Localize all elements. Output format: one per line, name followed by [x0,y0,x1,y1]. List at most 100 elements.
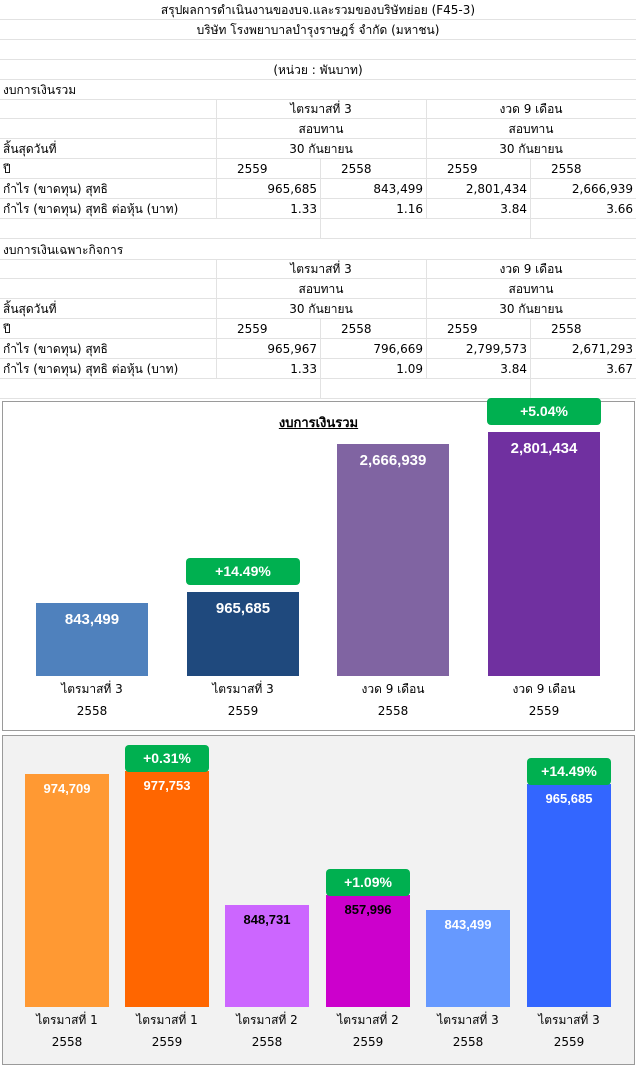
unit-label: (หน่วย : พันบาท) [273,63,363,77]
bar [225,904,309,1007]
audit-status: สอบทาน [298,282,344,296]
value-cell: 2,666,939 [571,182,633,196]
year-cell: 2558 [551,162,582,176]
period-header: งวด 9 เดือน [499,262,563,276]
grid-line [530,159,531,239]
value-cell: 1.09 [396,362,423,376]
bar [125,771,209,1007]
grid-line [216,99,217,219]
consolidated-chart: งบการเงินรวม 843,499 ไตรมาสที่ 3 2558 965,6… [2,398,635,731]
bar [326,895,410,1007]
x-tick-label: ไตรมาสที่ 1 [136,1013,198,1027]
value-cell: 3.84 [500,202,527,216]
grid-line [426,99,427,219]
x-tick-label: งวด 9 เดือน [361,682,425,696]
x-tick-label: 2559 [553,1035,585,1049]
x-tick-label: 2558 [377,704,409,718]
bar [488,432,600,676]
end-date: 30 กันยายน [499,142,563,156]
x-tick-label: ไตรมาสที่ 3 [538,1013,600,1027]
row-label: กำไร (ขาดทุน) สุทธิ [3,182,108,196]
bar [25,774,109,1007]
bar [426,910,510,1007]
row-label: กำไร (ขาดทุน) สุทธิ ต่อหุ้น (บาท) [3,362,179,376]
data-label: 2,666,939 [359,451,427,469]
value-cell: 2,799,573 [465,342,527,356]
end-date: 30 กันยายน [289,302,353,316]
grid-line [216,259,217,379]
x-tick-label: ไตรมาสที่ 3 [212,682,274,696]
chart-title: งบการเงินรวม [278,416,359,431]
period-header: ไตรมาสที่ 3 [290,262,352,276]
audit-status: สอบทาน [298,122,344,136]
change-badge: +14.49% [527,757,611,785]
bar [187,591,299,676]
row-label: กำไร (ขาดทุน) สุทธิ ต่อหุ้น (บาท) [3,202,179,216]
change-badge: +0.31% [125,745,209,773]
bar [527,783,611,1007]
year-cell: 2558 [341,162,372,176]
bar [36,602,148,676]
audit-status: สอบทาน [508,282,554,296]
x-tick-label: ไตรมาสที่ 2 [337,1013,399,1027]
data-label: 843,499 [64,610,120,628]
row-label: ปี [3,162,11,176]
end-date: 30 กันยายน [289,142,353,156]
x-tick-label: ไตรมาสที่ 2 [236,1013,298,1027]
data-label: 857,996 [344,902,392,918]
x-tick-label: 2559 [227,704,259,718]
year-cell: 2559 [237,162,268,176]
x-tick-label: 2559 [151,1035,183,1049]
row-label: กำไร (ขาดทุน) สุทธิ [3,342,108,356]
table-title: งบการเงินรวม [3,83,77,97]
company-name: บริษัท โรงพยาบาลบำรุงราษฎร์ จำกัด (มหาชน… [196,23,440,37]
value-cell: 796,669 [373,342,423,356]
table-title: งบการเงินเฉพาะกิจการ [3,243,124,257]
report-title: สรุปผลการดำเนินงานของบจ.และรวมของบริษัทย… [160,3,476,17]
quarterly-chart: 974,709 ไตรมาสที่ 1 2558 977,753 +0.31% ไตรมา… [2,735,635,1065]
period-header: ไตรมาสที่ 3 [290,102,352,116]
change-badge: +1.09% [326,869,410,897]
x-tick-label: ไตรมาสที่ 1 [36,1013,98,1027]
period-header: งวด 9 เดือน [499,102,563,116]
value-cell: 2,801,434 [465,182,527,196]
change-badge: +14.49% [186,557,300,585]
value-cell: 1.33 [290,362,317,376]
row-label: สิ้นสุดวันที่ [3,142,57,156]
year-cell: 2558 [341,322,372,336]
value-cell: 1.33 [290,202,317,216]
x-tick-label: ไตรมาสที่ 3 [437,1013,499,1027]
x-tick-label: งวด 9 เดือน [512,682,576,696]
data-label: 843,499 [444,917,492,933]
grid-line [320,319,321,399]
data-label: 848,731 [243,911,291,927]
year-cell: 2559 [237,322,268,336]
value-cell: 3.84 [500,362,527,376]
x-tick-label: 2559 [352,1035,384,1049]
x-tick-label: ไตรมาสที่ 3 [61,682,123,696]
x-tick-label: 2558 [452,1035,484,1049]
x-tick-label: 2558 [51,1035,83,1049]
value-cell: 3.66 [606,202,633,216]
value-cell: 3.67 [606,362,633,376]
value-cell: 843,499 [373,182,423,196]
grid-line [530,319,531,399]
year-cell: 2558 [551,322,582,336]
row-label: สิ้นสุดวันที่ [3,302,57,316]
value-cell: 1.16 [396,202,423,216]
x-tick-label: 2558 [251,1035,283,1049]
value-cell: 965,685 [267,182,317,196]
data-label: 965,685 [545,790,593,806]
data-label: 2,801,434 [510,440,578,458]
data-label: 974,709 [43,781,91,797]
value-cell: 965,967 [267,342,317,356]
audit-status: สอบทาน [508,122,554,136]
grid-line [426,259,427,379]
value-cell: 2,671,293 [571,342,633,356]
data-label: 977,753 [143,778,191,794]
x-tick-label: 2559 [528,704,560,718]
row-label: ปี [3,322,11,336]
year-cell: 2559 [447,322,478,336]
end-date: 30 กันยายน [499,302,563,316]
x-tick-label: 2558 [76,704,108,718]
